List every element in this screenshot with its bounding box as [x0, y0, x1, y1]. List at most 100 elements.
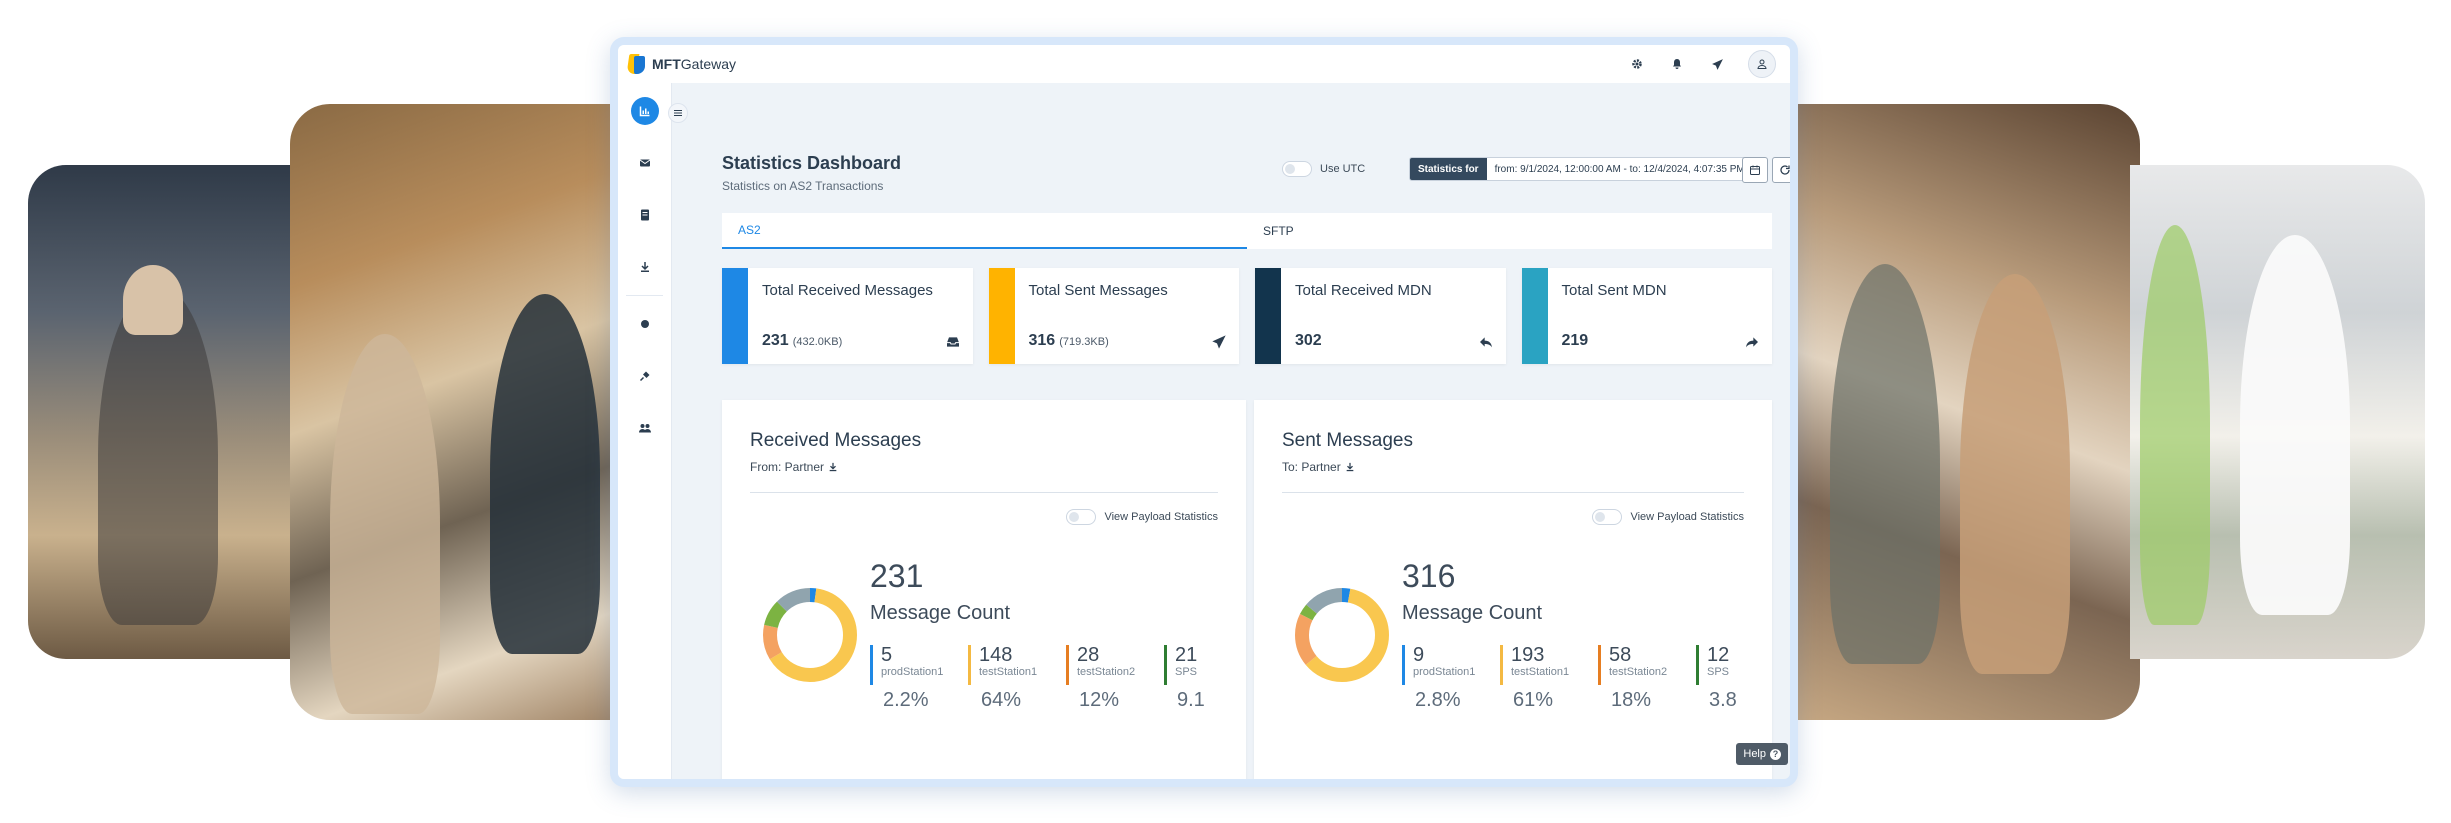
kpi-total-received-messages: Total Received Messages 231 (432.0KB)	[722, 268, 973, 364]
donut-slice-4	[1295, 588, 1389, 682]
payload-stats-toggle[interactable]	[1592, 509, 1623, 525]
station-breakdown: 5 prodStation1 2.2% 148 testStation1 64% 28 t…	[870, 645, 1228, 715]
sidebar-item-messages[interactable]	[631, 149, 659, 177]
date-range-value: from: 9/1/2024, 12:00:00 AM - to: 12/4/2…	[1486, 158, 1753, 180]
kpi-title: Total Received Messages	[762, 282, 933, 299]
sidebar-item-status[interactable]	[631, 310, 659, 338]
utc-label: Use UTC	[1320, 163, 1366, 175]
message-count-value: 231	[870, 558, 924, 594]
station-stat: 28 testStation2 12%	[1066, 645, 1150, 711]
station-breakdown: 9 prodStation1 2.8% 193 testStation1 61% 58 t…	[1402, 645, 1754, 715]
station-stat: 21 SPS 9.1	[1164, 645, 1228, 711]
calendar-button[interactable]	[1742, 157, 1768, 183]
payload-stats-toggle-group: View Payload Statistics	[1066, 509, 1218, 525]
message-count-value: 316	[1402, 558, 1456, 594]
refresh-icon	[1780, 165, 1790, 175]
payload-stats-toggle-group: View Payload Statistics	[1592, 509, 1744, 525]
station-stat: 193 testStation1 61%	[1500, 645, 1584, 711]
app-surface: MFTGateway	[618, 45, 1790, 779]
sidebar-item-connections[interactable]	[631, 362, 659, 390]
donut-slice-2	[763, 588, 857, 682]
date-range-display[interactable]: Statistics for from: 9/1/2024, 12:00:00 …	[1409, 157, 1754, 181]
photo-shopper-cart	[28, 165, 298, 659]
kpi-value: 316	[1028, 332, 1056, 349]
circle-icon	[640, 320, 649, 328]
payload-stats-toggle[interactable]	[1066, 509, 1097, 525]
sidebar-item-downloads[interactable]	[631, 253, 659, 281]
donut-slice-4	[763, 588, 857, 682]
gear-icon[interactable]	[1628, 55, 1646, 73]
kpi-row: Total Received Messages 231 (432.0KB) Tot…	[722, 268, 1772, 364]
station-stat: 12 SPS 3.8	[1696, 645, 1754, 711]
payload-stats-label: View Payload Statistics	[1630, 511, 1744, 523]
share-icon	[1746, 337, 1758, 348]
sidebar-item-dashboard[interactable]	[630, 97, 659, 125]
station-stat: 9 prodStation1 2.8%	[1402, 645, 1486, 711]
refresh-button[interactable]	[1772, 157, 1790, 183]
panel-title: Sent Messages	[1282, 430, 1413, 451]
message-count-label: Message Count	[1402, 602, 1543, 624]
panel-subtitle: To: Partner	[1282, 460, 1355, 474]
sent-messages-panel: Sent Messages To: Partner View Payload S…	[1254, 400, 1772, 779]
reply-icon	[1479, 337, 1492, 348]
sidebar-item-partners[interactable]	[631, 414, 659, 442]
user-icon[interactable]	[1748, 50, 1776, 78]
kpi-title: Total Sent Messages	[1028, 282, 1168, 299]
paper-plane-icon[interactable]	[1708, 55, 1726, 73]
kpi-title: Total Received MDN	[1295, 282, 1432, 299]
donut-slice-2	[1295, 588, 1389, 682]
brand-name: MFTGateway	[652, 56, 737, 72]
send-icon	[1212, 335, 1226, 349]
plug-icon	[639, 371, 649, 382]
panel-subtitle: From: Partner	[750, 460, 838, 474]
download-icon	[1346, 462, 1354, 472]
stats-for-label: Statistics for	[1410, 158, 1487, 180]
inbox-icon	[946, 337, 959, 347]
payload-stats-label: View Payload Statistics	[1104, 511, 1218, 523]
protocol-tabs: AS2 SFTP	[722, 213, 1772, 249]
main-content: Statistics Dashboard Statistics on AS2 T…	[722, 83, 1790, 779]
kpi-total-sent-messages: Total Sent Messages 316 (719.3KB)	[988, 268, 1239, 364]
kpi-title: Total Sent MDN	[1561, 282, 1667, 299]
utc-toggle[interactable]	[1282, 161, 1312, 177]
kpi-size: (719.3KB)	[1059, 336, 1109, 348]
station-stat: 148 testStation1 64%	[968, 645, 1052, 711]
received-donut-chart	[763, 588, 857, 682]
sidebar-toggle-button[interactable]	[668, 103, 688, 123]
station-stat: 58 testStation2 18%	[1598, 645, 1682, 711]
donut-slice-1	[1295, 588, 1389, 682]
chart-icon	[639, 106, 649, 117]
photo-store-shelves	[290, 104, 620, 720]
topbar: MFTGateway	[618, 45, 1790, 83]
menu-icon	[674, 110, 682, 116]
envelope-icon	[639, 159, 650, 167]
logo-icon	[626, 54, 646, 74]
sent-donut-chart	[1295, 588, 1389, 682]
sidebar	[618, 83, 672, 779]
photo-boutique-handoff	[1790, 104, 2140, 720]
donut-slice-1	[763, 588, 857, 682]
tab-sftp[interactable]: SFTP	[1263, 224, 1294, 238]
sidebar-item-documents[interactable]	[631, 201, 659, 229]
utc-toggle-group: Use UTC	[1282, 161, 1365, 177]
calendar-icon	[1750, 165, 1760, 175]
kpi-value: 219	[1561, 332, 1589, 349]
kpi-total-sent-mdn: Total Sent MDN 219	[1521, 268, 1772, 364]
kpi-value: 231	[762, 332, 789, 349]
help-button[interactable]: Help?	[1736, 743, 1788, 765]
kpi-size: (432.0KB)	[792, 336, 843, 348]
tab-as2[interactable]: AS2	[722, 213, 1247, 249]
page-title: Statistics Dashboard	[722, 153, 902, 173]
panel-title: Received Messages	[750, 430, 922, 451]
users-icon	[638, 424, 651, 433]
download-icon	[829, 462, 837, 472]
app-window: MFTGateway	[610, 37, 1798, 787]
received-messages-panel: Received Messages From: Partner View Pay…	[722, 400, 1246, 779]
file-icon	[640, 209, 649, 221]
kpi-value: 302	[1295, 332, 1322, 349]
photo-clothing-rack	[2130, 165, 2425, 659]
download-icon	[640, 262, 649, 272]
bell-icon[interactable]	[1668, 55, 1686, 73]
station-stat: 5 prodStation1 2.2%	[870, 645, 954, 711]
